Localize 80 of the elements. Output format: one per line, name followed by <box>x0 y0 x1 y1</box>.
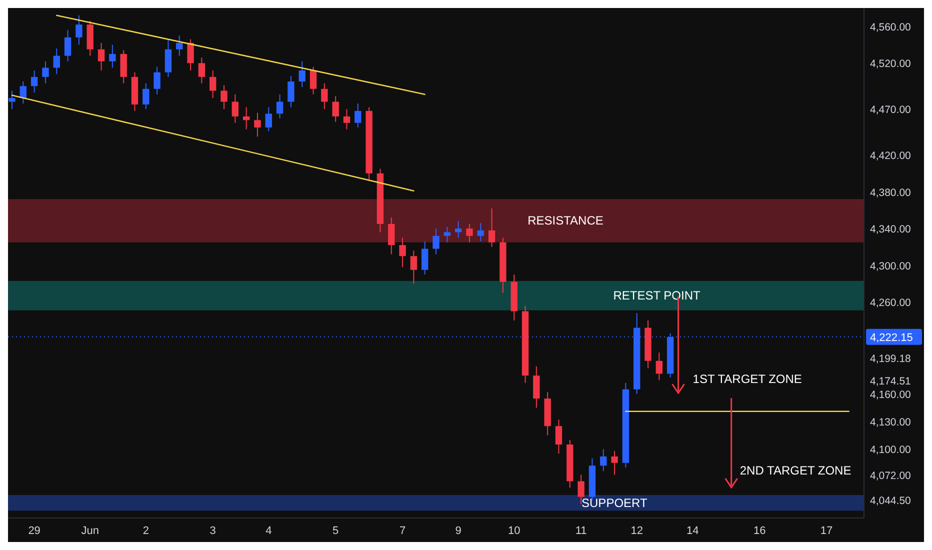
candlestick <box>242 106 250 130</box>
candlestick <box>30 70 38 94</box>
y-tick-label: 4,560.00 <box>870 21 912 34</box>
candlestick <box>332 96 339 122</box>
candlestick <box>265 106 272 132</box>
candlestick <box>109 44 116 68</box>
candlestick <box>120 50 127 84</box>
candlestick <box>288 76 294 108</box>
candlestick <box>154 66 160 95</box>
y-tick-label: 4,520.00 <box>870 58 912 70</box>
x-tick-label: 16 <box>753 525 766 537</box>
x-tick-label: 5 <box>332 525 339 537</box>
candlestick <box>354 103 362 128</box>
candlestick <box>164 40 172 78</box>
candlestick <box>611 450 618 476</box>
candlestick <box>20 81 27 104</box>
candlestick <box>142 82 150 110</box>
candlestick <box>276 94 284 119</box>
x-tick-label: 9 <box>455 525 462 537</box>
x-tick-label: 11 <box>575 525 587 537</box>
candlestick <box>600 448 607 472</box>
y-tick-label: 4,300.00 <box>870 260 912 272</box>
x-tick-label: 17 <box>820 525 833 537</box>
annotation: 2ND TARGET ZONE <box>740 464 852 478</box>
candlestick <box>432 228 440 255</box>
candlestick <box>232 94 239 124</box>
candlestick <box>176 35 183 56</box>
y-tick-label: 4,199.18 <box>870 352 912 365</box>
y-tick-label: 4,420.00 <box>870 150 912 162</box>
candlestick <box>321 82 328 110</box>
candlestick <box>421 240 428 275</box>
candlestick <box>42 60 49 84</box>
candlestick <box>388 217 395 255</box>
band-label: SUPPOERT <box>582 496 648 510</box>
candlestick <box>444 226 451 243</box>
y-tick-label: 4,380.00 <box>870 186 912 199</box>
ref-line-label: 4,222.15 <box>870 332 913 344</box>
candlestick <box>76 14 82 46</box>
candlestick <box>98 42 105 71</box>
y-tick-label: 4,470.00 <box>870 104 912 116</box>
candlestick <box>298 60 306 88</box>
candlestick <box>410 250 418 284</box>
band-label: RESISTANCE <box>528 214 604 228</box>
y-tick-label: 4,174.51 <box>870 376 912 388</box>
candlestick <box>64 30 72 62</box>
annotation: 1ST TARGET ZONE <box>692 372 802 386</box>
y-tick-label: 4,130.00 <box>870 416 912 429</box>
y-tick-label: 4,044.50 <box>870 495 912 508</box>
x-tick-label: 7 <box>399 525 406 537</box>
x-tick-label: 3 <box>210 525 216 537</box>
candlestick <box>488 208 496 248</box>
x-tick-label: 4 <box>266 525 272 537</box>
candlestick <box>187 38 194 71</box>
candlestick <box>454 220 462 238</box>
candlestick <box>209 70 216 99</box>
x-tick-label: Jun <box>81 525 99 537</box>
x-tick-label: 29 <box>28 525 40 537</box>
x-tick-label: 10 <box>508 525 520 537</box>
candlestick <box>254 112 261 138</box>
y-tick-label: 4,072.00 <box>870 470 912 482</box>
y-tick-label: 4,340.00 <box>870 224 912 236</box>
candlestick <box>53 48 60 75</box>
candlestick <box>466 223 473 243</box>
candlestick <box>477 222 484 242</box>
candlestick <box>310 66 317 95</box>
candlestick <box>343 108 350 130</box>
candlestick <box>8 90 16 110</box>
x-tick-label: 12 <box>630 525 643 537</box>
candlestick <box>533 366 540 408</box>
x-tick-label: 14 <box>686 525 699 537</box>
y-tick-label: 4,160.00 <box>870 388 912 401</box>
y-tick-label: 4,260.00 <box>870 297 912 310</box>
candlestick <box>220 84 228 110</box>
candlestick <box>399 237 406 268</box>
x-tick-label: 2 <box>142 525 149 537</box>
candlestick <box>198 57 206 84</box>
band-label: RETEST POINT <box>613 288 701 303</box>
candlestick <box>656 352 663 381</box>
y-tick-label: 4,100.00 <box>870 444 912 456</box>
candlestick <box>555 419 562 454</box>
